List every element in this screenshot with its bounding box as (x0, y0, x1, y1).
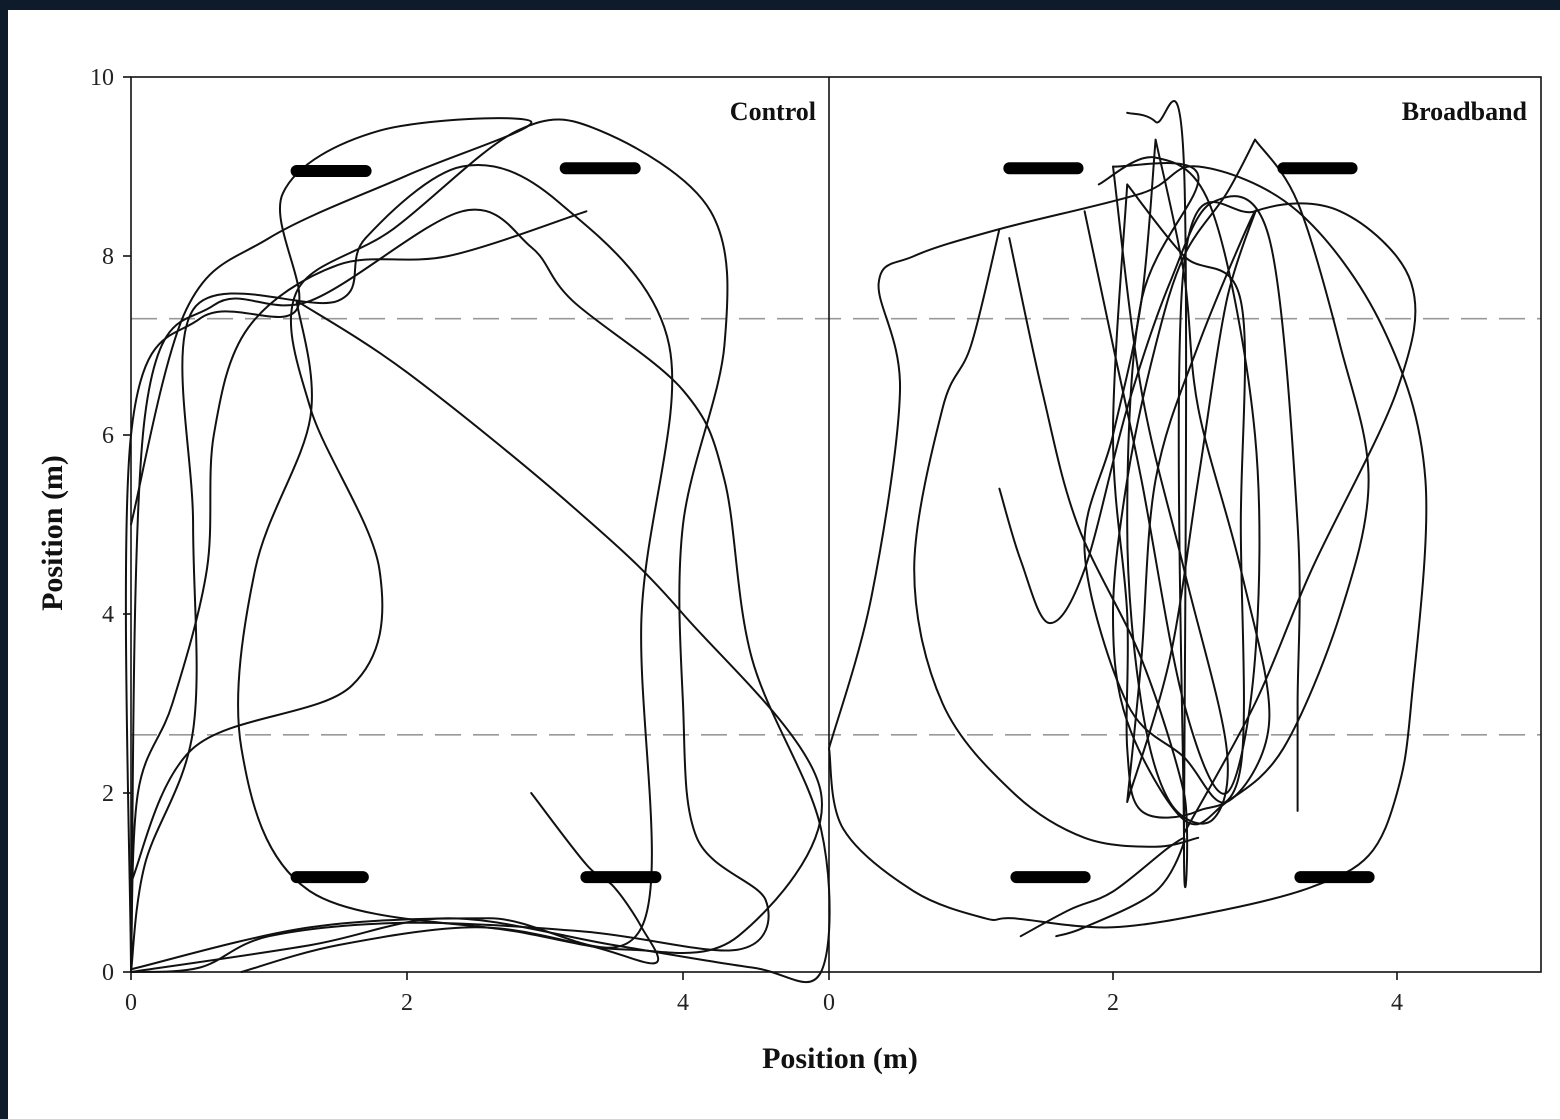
x-tick-label: 0 (125, 990, 137, 1016)
track-broadband-3 (999, 196, 1299, 811)
x-axis-title: Position (m) (762, 1042, 918, 1075)
track-control-1 (131, 119, 769, 972)
track-control-4 (238, 301, 822, 953)
panel-title-control: Control (730, 97, 816, 126)
track-control-6 (131, 210, 830, 982)
guide-lines (131, 319, 1541, 735)
speaker-markers (297, 168, 1369, 877)
movement-tracks (126, 101, 1426, 982)
x-tick-label: 4 (677, 990, 689, 1016)
x-tick-label: 2 (1107, 990, 1119, 1016)
plot-frame (131, 77, 1541, 972)
figure-frame: 0 2 4 6 8 10 0 2 4 0 2 4 Position (m) Position (m) … (8, 10, 1560, 1119)
y-tick-label: 8 (102, 244, 114, 270)
x-tick-label: 0 (823, 990, 835, 1016)
y-tick-label: 10 (90, 65, 114, 91)
track-broadband-6 (1085, 157, 1260, 794)
track-broadband-10 (1113, 163, 1228, 824)
y-axis-title: Position (m) (36, 455, 69, 611)
x-tick-label: 4 (1391, 990, 1403, 1016)
panel-title-broadband: Broadband (1402, 97, 1528, 126)
y-tick-label: 0 (102, 960, 114, 986)
track-control-3 (131, 165, 672, 972)
y-tick-label: 2 (102, 781, 114, 807)
x-tick-label: 2 (401, 990, 413, 1016)
track-control-2 (126, 118, 531, 972)
y-tick-label: 4 (102, 602, 114, 628)
track-control-0 (131, 211, 586, 967)
y-tick-label: 6 (102, 423, 114, 449)
